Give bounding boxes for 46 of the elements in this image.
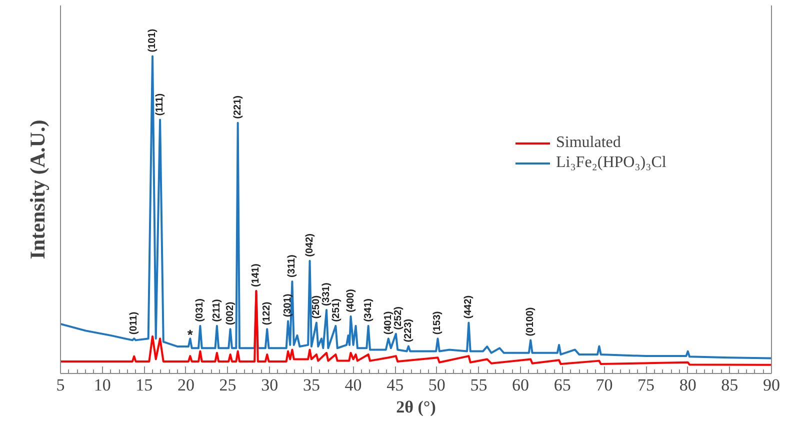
- annotation: (301): [282, 294, 294, 318]
- x-tick-label: 90: [763, 376, 780, 394]
- annotation: (122): [262, 302, 273, 326]
- annotation: (221): [232, 96, 244, 119]
- annotation: (211): [211, 299, 222, 322]
- annotation: (442): [463, 295, 474, 319]
- annotation: (011): [128, 312, 140, 335]
- annotation: (002): [224, 302, 236, 326]
- x-tick-label: 40: [344, 376, 362, 394]
- x-tick-label: 50: [428, 376, 446, 394]
- annotation: (111): [154, 93, 166, 116]
- annotation: (153): [432, 311, 444, 335]
- x-tick-label: 5: [56, 376, 65, 394]
- annotation: (223): [402, 318, 414, 342]
- x-tick-label: 60: [512, 376, 530, 394]
- annotation: (400): [345, 289, 356, 312]
- annotation: (250): [310, 295, 322, 319]
- x-tick-label: 70: [596, 376, 613, 394]
- x-tick-label: 25: [219, 376, 236, 394]
- legend-label: Li₃Fe₂(HPO₃)₃Cl: [556, 154, 666, 172]
- annotation: (331): [321, 282, 332, 306]
- x-tick-label: 20: [177, 376, 194, 394]
- annotation: *: [187, 326, 194, 343]
- x-axis-title: 2θ (°): [396, 398, 436, 416]
- annotation: (101): [147, 28, 158, 52]
- x-tick-label: 10: [94, 376, 111, 394]
- x-tick-label: 30: [261, 376, 278, 394]
- legend-label: Simulated: [556, 134, 621, 152]
- annotation: (311): [286, 254, 298, 278]
- x-tick-label: 55: [470, 376, 488, 394]
- annotation: (141): [250, 264, 262, 288]
- annotation: (0100): [525, 307, 536, 336]
- x-tick-label: 65: [554, 376, 571, 394]
- annotation: (252): [392, 306, 404, 330]
- x-tick-label: 15: [136, 376, 153, 394]
- x-tick-label: 80: [679, 376, 696, 394]
- y-axis-title: Intensity (A.U.): [26, 120, 50, 260]
- x-tick-label: 45: [386, 376, 404, 394]
- annotation: (251): [330, 298, 342, 322]
- annotation: (031): [194, 298, 206, 322]
- x-tick-label: 75: [638, 376, 655, 394]
- annotation: (401): [382, 311, 394, 335]
- x-tick-label: 85: [721, 376, 738, 394]
- annotation: (341): [362, 298, 374, 322]
- x-tick-label: 35: [302, 376, 320, 394]
- annotation: (042): [304, 234, 316, 257]
